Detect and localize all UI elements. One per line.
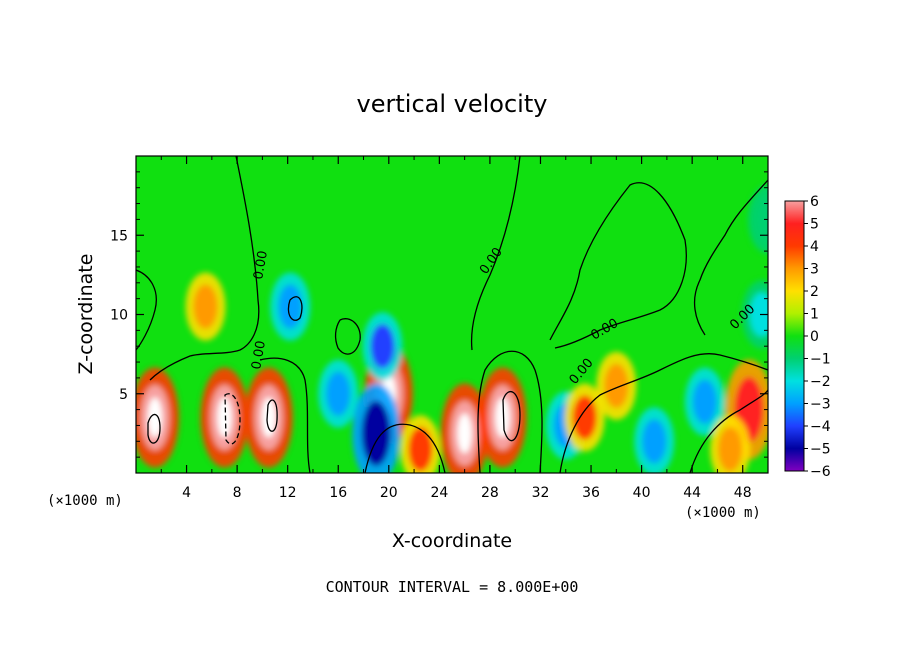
zero-contour-line bbox=[259, 357, 311, 473]
x-tick-label: 12 bbox=[279, 485, 297, 501]
colorbar-segment bbox=[785, 246, 804, 269]
velocity-region-core bbox=[604, 363, 629, 408]
y-tick-label: 5 bbox=[119, 387, 128, 403]
x-tick-label: 48 bbox=[734, 485, 752, 501]
colorbar-tick-label: −5 bbox=[810, 442, 831, 458]
x-tick-label: 28 bbox=[481, 485, 499, 501]
velocity-region-core bbox=[718, 427, 743, 472]
zero-contour-line bbox=[559, 353, 768, 473]
colorbar-segment bbox=[785, 223, 804, 246]
x-tick-label: 36 bbox=[582, 485, 600, 501]
zero-contour-line bbox=[149, 156, 260, 381]
x-tick-label: 20 bbox=[380, 485, 398, 501]
colorbar-tick-label: 6 bbox=[810, 194, 819, 210]
x-unit-right: (×1000 m) bbox=[685, 505, 761, 521]
colorbar-tick-label: 3 bbox=[810, 262, 819, 278]
velocity-region-peak bbox=[147, 397, 163, 438]
velocity-region-peak bbox=[495, 397, 510, 438]
y-tick-label: 10 bbox=[110, 308, 128, 324]
velocity-region-core bbox=[408, 427, 433, 472]
colorbar-tick-label: −4 bbox=[810, 419, 831, 435]
zero-contour-line bbox=[693, 179, 768, 336]
contour-line bbox=[266, 399, 278, 432]
heatmap-area: 0.00 0.00 0.00 0.00 0.00 0.00 bbox=[136, 156, 768, 473]
x-tick-label: 4 bbox=[182, 485, 191, 501]
x-tick-label: 40 bbox=[633, 485, 651, 501]
x-tick-label: 32 bbox=[532, 485, 550, 501]
velocity-region-peak bbox=[457, 413, 472, 454]
y-axis-label: Z-coordinate bbox=[75, 254, 97, 375]
x-tick-label: 8 bbox=[233, 485, 242, 501]
contour-line bbox=[147, 413, 161, 444]
zero-contour-line bbox=[136, 269, 157, 351]
contour-line bbox=[224, 393, 241, 445]
contour-interval-note: CONTOUR INTERVAL = 8.000E+00 bbox=[326, 578, 579, 596]
velocity-region-peak bbox=[261, 397, 276, 438]
colorbar-segment bbox=[785, 403, 804, 426]
velocity-region-core bbox=[572, 395, 597, 440]
colorbar-tick-label: −2 bbox=[810, 374, 831, 390]
velocity-region-core bbox=[193, 284, 218, 329]
colorbar-tick-label: 5 bbox=[810, 217, 819, 233]
colorbar-tick-label: 4 bbox=[810, 239, 819, 255]
velocity-region-core bbox=[756, 197, 768, 242]
zero-contour-line bbox=[470, 156, 521, 351]
colorbar-tick-label: 1 bbox=[810, 307, 819, 323]
colorbar: 6 5 4 3 2 1 0 −1 −2 −3 −4 −5 −6 bbox=[784, 194, 831, 480]
colorbar-tick-label: 2 bbox=[810, 284, 819, 300]
colorbar-segment bbox=[785, 336, 804, 359]
y-tick-label: 15 bbox=[110, 228, 128, 244]
x-tick-label: 24 bbox=[430, 485, 448, 501]
colorbar-tick-label: −1 bbox=[810, 352, 831, 368]
velocity-region-core bbox=[278, 284, 303, 329]
contour-label: 0.00 bbox=[251, 250, 271, 281]
colorbar-segment bbox=[785, 268, 804, 291]
contour-label: 0.00 bbox=[249, 340, 269, 371]
colorbar-segment bbox=[785, 201, 804, 224]
chart-title: vertical velocity bbox=[357, 90, 548, 118]
x-tick-label: 44 bbox=[683, 485, 701, 501]
colorbar-segment bbox=[785, 448, 804, 471]
velocity-region-core bbox=[326, 371, 351, 416]
colorbar-tick-label: −3 bbox=[810, 397, 831, 413]
velocity-region-core bbox=[642, 419, 667, 464]
zero-contour-line bbox=[549, 182, 687, 349]
colorbar-segment bbox=[785, 381, 804, 404]
velocity-region-core bbox=[361, 400, 391, 466]
x-axis-label: X-coordinate bbox=[392, 530, 512, 552]
velocity-region-peak bbox=[217, 397, 232, 438]
velocity-region-core bbox=[749, 292, 768, 337]
velocity-region-core bbox=[370, 324, 395, 369]
velocity-region-core bbox=[692, 379, 717, 424]
zero-contour-line bbox=[689, 389, 768, 473]
zero-contour-line bbox=[477, 350, 543, 473]
zero-contour-line bbox=[334, 318, 361, 355]
zero-contour-line bbox=[364, 423, 446, 473]
colorbar-segment bbox=[785, 358, 804, 381]
x-unit-left: (×1000 m) bbox=[47, 493, 123, 509]
colorbar-segment bbox=[785, 291, 804, 314]
zero-contour-line bbox=[287, 296, 303, 321]
x-tick-label: 16 bbox=[329, 485, 347, 501]
colorbar-segment bbox=[785, 426, 804, 449]
contour-line bbox=[502, 390, 521, 442]
colorbar-tick-label: −6 bbox=[810, 464, 831, 480]
colorbar-segment bbox=[785, 313, 804, 336]
colorbar-tick-label: 0 bbox=[810, 329, 819, 345]
